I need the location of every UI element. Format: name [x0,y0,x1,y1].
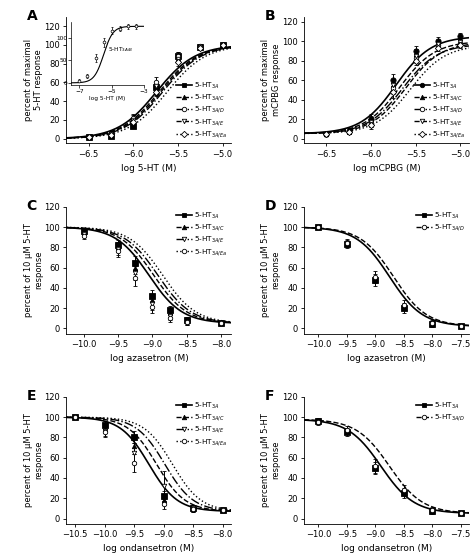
X-axis label: log azasetron (M): log azasetron (M) [109,354,188,363]
Y-axis label: percent of 10 μM 5-HT
response: percent of 10 μM 5-HT response [261,413,281,507]
Y-axis label: percent of maximal
mCPBG response: percent of maximal mCPBG response [261,39,281,121]
Legend: 5-HT$_{3A}$, 5-HT$_{3A/C}$, 5-HT$_{3A/D}$, 5-HT$_{3A/E}$, 5-HT$_{3A/Ea}$: 5-HT$_{3A}$, 5-HT$_{3A/C}$, 5-HT$_{3A/D}… [175,79,229,141]
Y-axis label: percent of 10 μM 5-HT
response: percent of 10 μM 5-HT response [24,413,43,507]
Legend: 5-HT$_{3A}$, 5-HT$_{3A/D}$: 5-HT$_{3A}$, 5-HT$_{3A/D}$ [415,399,467,424]
Y-axis label: percent of maximal
5-HT response: percent of maximal 5-HT response [24,39,43,121]
X-axis label: log mCPBG (M): log mCPBG (M) [353,164,420,173]
X-axis label: log ondansetron (M): log ondansetron (M) [103,544,194,554]
Y-axis label: percent of 10 μM 5-HT
response: percent of 10 μM 5-HT response [24,223,43,317]
Text: B: B [264,9,275,23]
Legend: 5-HT$_{3A}$, 5-HT$_{3A/C}$, 5-HT$_{3A/E}$, 5-HT$_{3A/Ea}$: 5-HT$_{3A}$, 5-HT$_{3A/C}$, 5-HT$_{3A/E}… [175,399,229,449]
X-axis label: log 5-HT (M): log 5-HT (M) [121,164,177,173]
Text: C: C [27,199,37,213]
Y-axis label: percent of 10 μM 5-HT
response: percent of 10 μM 5-HT response [261,223,281,317]
X-axis label: log azasetron (M): log azasetron (M) [347,354,426,363]
Text: E: E [27,389,36,403]
X-axis label: log ondansetron (M): log ondansetron (M) [341,544,432,554]
Legend: 5-HT$_{3A}$, 5-HT$_{3A/D}$: 5-HT$_{3A}$, 5-HT$_{3A/D}$ [415,209,467,234]
Text: F: F [264,389,274,403]
Legend: 5-HT$_{3A}$, 5-HT$_{3A/C}$, 5-HT$_{3A/D}$, 5-HT$_{3A/E}$, 5-HT$_{3A/Ea}$: 5-HT$_{3A}$, 5-HT$_{3A/C}$, 5-HT$_{3A/D}… [413,79,467,141]
Text: A: A [27,9,37,23]
Legend: 5-HT$_{3A}$, 5-HT$_{3A/C}$, 5-HT$_{3A/E}$, 5-HT$_{3A/Ea}$: 5-HT$_{3A}$, 5-HT$_{3A/C}$, 5-HT$_{3A/E}… [175,209,229,259]
Text: D: D [264,199,276,213]
